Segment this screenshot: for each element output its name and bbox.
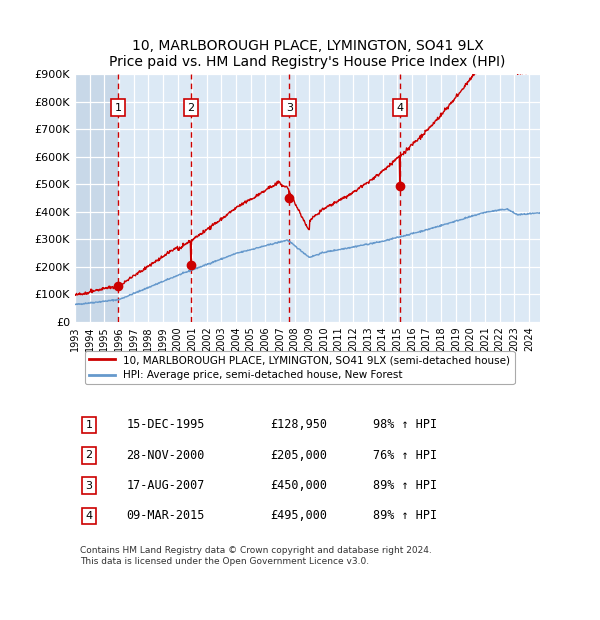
Text: Contains HM Land Registry data © Crown copyright and database right 2024.
This d: Contains HM Land Registry data © Crown c… (80, 546, 431, 565)
Text: 89% ↑ HPI: 89% ↑ HPI (373, 510, 437, 523)
Text: £450,000: £450,000 (270, 479, 328, 492)
Text: 28-NOV-2000: 28-NOV-2000 (126, 449, 205, 462)
Text: 2: 2 (85, 450, 92, 460)
Text: 4: 4 (85, 511, 92, 521)
Text: 3: 3 (286, 103, 293, 113)
Text: £205,000: £205,000 (270, 449, 328, 462)
Text: 76% ↑ HPI: 76% ↑ HPI (373, 449, 437, 462)
Text: £128,950: £128,950 (270, 418, 328, 432)
Title: 10, MARLBOROUGH PLACE, LYMINGTON, SO41 9LX
Price paid vs. HM Land Registry's Hou: 10, MARLBOROUGH PLACE, LYMINGTON, SO41 9… (109, 39, 506, 69)
Text: 1: 1 (85, 420, 92, 430)
Text: 15-DEC-1995: 15-DEC-1995 (126, 418, 205, 432)
Text: £495,000: £495,000 (270, 510, 328, 523)
Text: 17-AUG-2007: 17-AUG-2007 (126, 479, 205, 492)
Legend: 10, MARLBOROUGH PLACE, LYMINGTON, SO41 9LX (semi-detached house), HPI: Average p: 10, MARLBOROUGH PLACE, LYMINGTON, SO41 9… (85, 351, 515, 384)
Text: 89% ↑ HPI: 89% ↑ HPI (373, 479, 437, 492)
Text: 4: 4 (397, 103, 403, 113)
Text: 98% ↑ HPI: 98% ↑ HPI (373, 418, 437, 432)
Text: 2: 2 (187, 103, 194, 113)
Bar (75, 74, 118, 322)
Text: 09-MAR-2015: 09-MAR-2015 (126, 510, 205, 523)
Text: 3: 3 (85, 480, 92, 490)
Text: 1: 1 (115, 103, 122, 113)
